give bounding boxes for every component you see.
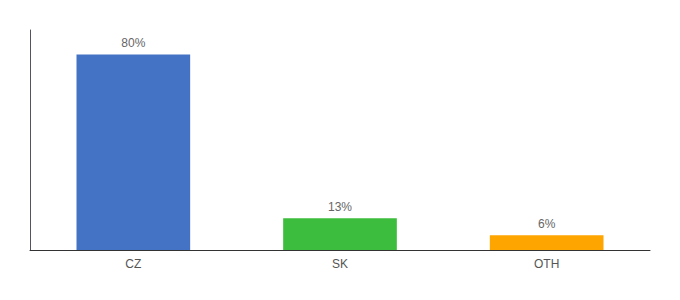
svg-text:13%: 13% [328,200,352,214]
svg-text:CZ: CZ [125,257,141,271]
svg-text:80%: 80% [121,36,145,50]
svg-text:OTH: OTH [534,257,559,271]
svg-text:6%: 6% [538,217,556,231]
svg-text:SK: SK [332,257,348,271]
